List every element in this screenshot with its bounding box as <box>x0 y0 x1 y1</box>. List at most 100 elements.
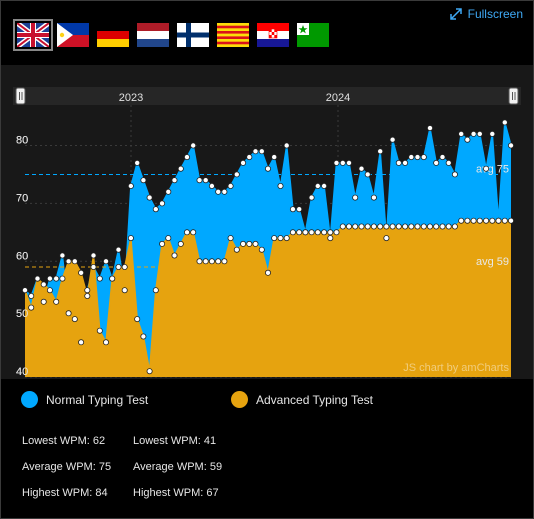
normal-point <box>165 188 172 195</box>
normal-point <box>121 287 128 294</box>
normal-point <box>470 130 477 137</box>
normal-point <box>115 246 122 253</box>
normal-point <box>364 171 371 178</box>
advanced-point <box>221 258 228 265</box>
advanced-point <box>240 240 247 247</box>
flag-catalonia[interactable] <box>217 23 249 47</box>
x-tick-label: 2023 <box>119 92 143 104</box>
advanced-point <box>196 258 203 265</box>
normal-point <box>84 287 91 294</box>
normal-point <box>134 159 141 166</box>
normal-point <box>221 188 228 195</box>
normal-point <box>408 154 415 161</box>
normal-point <box>240 159 247 166</box>
legend-item-normal[interactable]: Normal Typing Test <box>21 391 148 408</box>
advanced-point <box>109 275 116 282</box>
advanced-point <box>358 223 365 230</box>
normal-point <box>402 159 409 166</box>
advanced-point <box>283 235 290 242</box>
advanced-point <box>21 287 28 294</box>
advanced-point <box>476 217 483 224</box>
normal-point <box>283 142 290 149</box>
advanced-point <box>152 287 159 294</box>
normal-point <box>246 154 253 161</box>
normal-point <box>40 298 47 305</box>
advanced-point <box>159 240 166 247</box>
advanced-point <box>321 229 328 236</box>
fullscreen-button[interactable]: Fullscreen <box>449 7 523 21</box>
advanced-point <box>364 223 371 230</box>
advanced-point <box>96 327 103 334</box>
normal-point <box>146 194 153 201</box>
normal-average: Average WPM: 75 <box>22 461 112 473</box>
normal-point <box>277 183 284 190</box>
advanced-point <box>408 223 415 230</box>
advanced-point <box>46 287 53 294</box>
scrollbar-grip-left[interactable] <box>15 87 26 105</box>
advanced-point <box>134 316 141 323</box>
scrollbar-track <box>13 87 521 105</box>
advanced-point <box>28 304 35 311</box>
advanced-area <box>25 220 511 377</box>
advanced-point <box>40 281 47 288</box>
advanced-point <box>333 229 340 236</box>
advanced-point <box>370 223 377 230</box>
flag-esperanto[interactable] <box>297 23 329 47</box>
x-tick-label: 2024 <box>326 92 350 104</box>
advanced-point <box>127 235 134 242</box>
advanced-point <box>495 217 502 224</box>
advanced-point <box>90 252 97 259</box>
advanced-point <box>327 229 334 236</box>
flag-netherlands[interactable] <box>137 23 169 47</box>
scrollbar-grip-right[interactable] <box>508 87 519 105</box>
advanced-point <box>252 240 259 247</box>
legend-label-advanced: Advanced Typing Test <box>256 392 373 407</box>
advanced-point <box>296 229 303 236</box>
normal-point <box>127 183 134 190</box>
chart-area: 2023 2024 40 50 60 70 80 40 50 60 70 80 avg 75 avg 59… <box>1 65 533 379</box>
advanced-point <box>115 263 122 270</box>
advanced-point <box>464 217 471 224</box>
advanced-point <box>103 339 110 346</box>
y-tick-label: 60 <box>16 250 28 262</box>
advanced-point <box>146 368 153 375</box>
normal-point <box>439 154 446 161</box>
advanced-point <box>246 240 253 247</box>
legend-marker-advanced <box>231 391 248 408</box>
normal-point <box>395 159 402 166</box>
fullscreen-label: Fullscreen <box>467 7 523 21</box>
advanced-point <box>489 217 496 224</box>
legend-marker-normal <box>21 391 38 408</box>
normal-point <box>289 206 296 213</box>
flag-finland[interactable] <box>177 23 209 47</box>
normal-point <box>140 177 147 184</box>
advanced-point <box>34 275 41 282</box>
advanced-average: Average WPM: 59 <box>133 461 223 473</box>
y-tick-label-overlay: 40 <box>16 366 28 378</box>
flag-uk[interactable] <box>13 19 53 51</box>
advanced-point <box>190 229 197 236</box>
advanced-point <box>121 263 128 270</box>
advanced-point <box>439 223 446 230</box>
normal-point <box>103 258 110 265</box>
normal-point <box>414 154 421 161</box>
legend-item-advanced[interactable]: Advanced Typing Test <box>231 391 373 408</box>
normal-point <box>90 263 97 270</box>
advanced-point <box>227 235 234 242</box>
normal-point <box>445 159 452 166</box>
normal-point <box>65 310 72 317</box>
flag-croatia[interactable] <box>257 23 289 47</box>
normal-point <box>339 159 346 166</box>
flag-germany[interactable] <box>97 23 129 47</box>
y-tick-label-overlay: 50 <box>16 308 28 320</box>
normal-point <box>71 316 78 323</box>
normal-point <box>489 130 496 137</box>
advanced-point <box>483 217 490 224</box>
flag-philippines[interactable] <box>57 23 89 47</box>
advanced-point <box>140 333 147 340</box>
normal-point <box>53 275 60 282</box>
advanced-point <box>345 223 352 230</box>
chart-watermark: JS chart by amCharts <box>403 362 509 374</box>
normal-point <box>451 171 458 178</box>
normal-point <box>358 165 365 172</box>
